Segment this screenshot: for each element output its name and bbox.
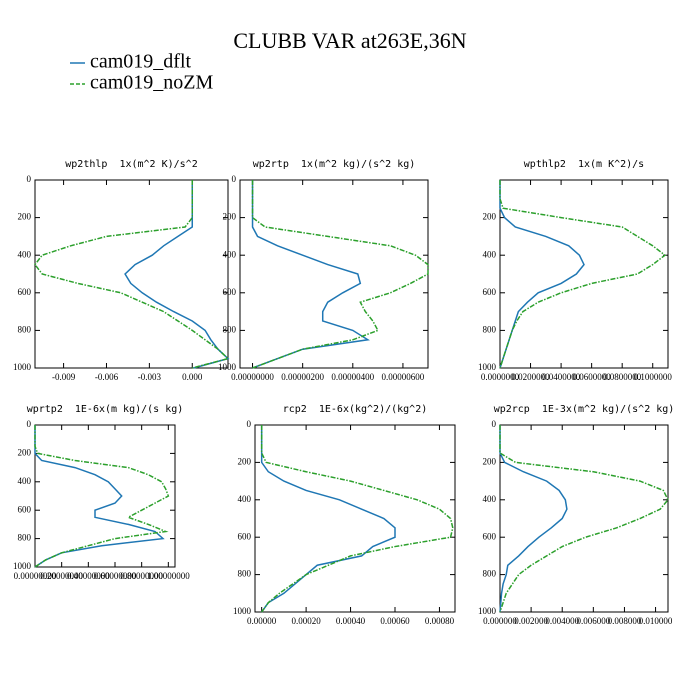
y-tick-label: 600 [223,287,237,297]
y-tick-label: 800 [18,324,32,334]
x-tick-label: 0.20000000 [40,571,83,581]
profile-line [34,425,165,568]
profile-line [34,425,170,568]
y-tick-label: 600 [18,504,32,514]
x-tick-label: 0.008000 [608,616,642,626]
x-tick-label: 0.0600000 [573,372,612,382]
y-tick-label: 400 [18,249,32,259]
panel-title: rcp2 1E-6x(kg^2)/(kg^2) [283,404,428,415]
x-tick-label: 0.006000 [576,616,610,626]
y-tick-label: 0 [492,419,497,429]
profile-line [499,425,568,613]
panel-title: wpthlp2 1x(m K^2)/s [524,159,644,170]
panel-title: wprtp2 1E-6x(m kg)/(s kg) [27,404,184,415]
y-tick-label: 0 [247,419,252,429]
profile-line [251,180,429,369]
y-tick-label: 800 [483,324,497,334]
y-tick-label: 400 [223,249,237,259]
y-tick-label: 200 [483,212,497,222]
profile-line [260,425,396,613]
x-tick-label: 0.00000000 [231,372,274,382]
plot-frame [239,179,429,369]
y-tick-label: 200 [483,456,497,466]
x-tick-label: 0.00000000 [14,571,57,581]
x-tick-label: 0.0400000 [542,372,581,382]
y-tick-label: 1000 [478,606,497,616]
x-tick-label: 0.00040 [336,616,366,626]
profile-line [124,180,230,369]
x-tick-label: 0.000 [182,372,203,382]
y-tick-label: 1000 [478,362,497,372]
x-tick-label: 1.00000000 [147,571,190,581]
x-tick-label: 0.0200000 [511,372,550,382]
y-tick-label: 600 [483,531,497,541]
x-tick-label: 0.1000000 [634,372,673,382]
figure-title: CLUBB VAR at263E,36N [233,28,466,53]
y-tick-label: 200 [18,212,32,222]
x-tick-label: 0.60000000 [94,571,137,581]
y-tick-label: 1000 [13,362,32,372]
y-tick-label: 400 [238,494,252,504]
y-tick-label: 600 [18,287,32,297]
x-tick-label: 0.00000400 [331,372,374,382]
plot-frame [499,179,669,369]
x-tick-label: 0.00080 [425,616,455,626]
y-tick-label: 800 [18,533,32,543]
profile-line [34,180,230,369]
x-tick-label: 0.00060 [380,616,410,626]
legend-label: cam019_dflt [90,51,192,73]
x-tick-label: 0.80000000 [120,571,163,581]
plot-frame [254,424,456,613]
profile-line [499,180,667,369]
plot-frame [34,424,176,568]
profile-line [260,425,454,613]
y-tick-label: 1000 [233,606,252,616]
legend-label: cam019_noZM [90,72,214,94]
profile-line [251,180,370,369]
y-tick-label: 800 [223,324,237,334]
x-tick-label: -0.006 [95,372,119,382]
panel-title: wp2rtp 1x(m^2 kg)/(s^2 kg) [253,159,416,170]
x-tick-label: 0.00000 [247,616,277,626]
panel-title: wp2rcp 1E-3x(m^2 kg)/(s^2 kg) [494,404,675,415]
x-tick-label: 0.010000 [639,616,673,626]
x-tick-label: 0.00000200 [281,372,324,382]
y-tick-label: 0 [27,419,32,429]
y-tick-label: 200 [18,447,32,457]
plot-frame [34,179,229,369]
y-tick-label: 600 [238,531,252,541]
y-tick-label: 400 [483,494,497,504]
y-tick-label: 200 [238,456,252,466]
y-tick-label: 800 [483,569,497,579]
x-tick-label: 0.00000600 [382,372,425,382]
y-tick-label: 600 [483,287,497,297]
x-tick-label: 0.002000 [514,616,548,626]
profile-line [499,425,669,613]
panel-title: wp2thlp 1x(m^2 K)/s^2 [65,159,197,170]
x-tick-label: -0.003 [138,372,162,382]
y-tick-label: 800 [238,569,252,579]
y-tick-label: 200 [223,212,237,222]
x-tick-label: -0.009 [52,372,76,382]
x-tick-label: 0.00020 [291,616,321,626]
y-tick-label: 400 [483,249,497,259]
x-tick-label: 0.000000 [483,616,517,626]
y-tick-label: 1000 [218,362,237,372]
y-tick-label: 1000 [13,561,32,571]
y-tick-label: 0 [232,174,237,184]
y-tick-label: 400 [18,476,32,486]
y-tick-label: 0 [27,174,32,184]
plot-frame [499,424,669,613]
x-tick-label: 0.0000000 [481,372,520,382]
x-tick-label: 0.004000 [545,616,579,626]
x-tick-label: 0.40000000 [67,571,110,581]
x-tick-label: 0.0800000 [603,372,642,382]
profile-line [499,180,585,369]
